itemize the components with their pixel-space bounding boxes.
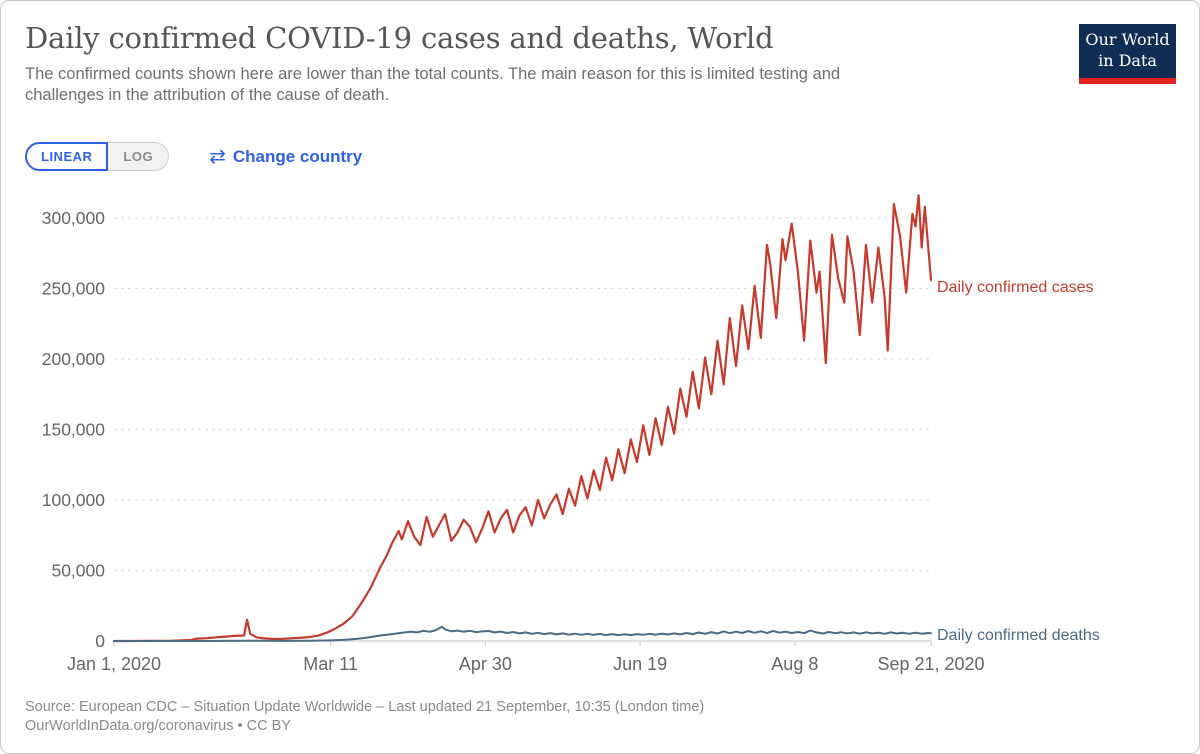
- footer-license-line: OurWorldInData.org/coronavirus • CC BY: [25, 717, 291, 734]
- chart-controls: LINEAR LOG ⇄ Change country: [25, 142, 362, 171]
- svg-text:200,000: 200,000: [42, 349, 106, 369]
- svg-text:Apr 30: Apr 30: [459, 654, 512, 674]
- cases-series-label: Daily confirmed cases: [937, 279, 1094, 296]
- chart-svg[interactable]: 0 50,000 100,000 150,000 200,000 250,000 300,0…: [1, 181, 1200, 701]
- svg-text:0: 0: [95, 631, 105, 651]
- svg-text:Jun 19: Jun 19: [613, 654, 667, 674]
- owid-logo-line-1: Our World: [1085, 30, 1170, 49]
- svg-text:250,000: 250,000: [42, 279, 106, 299]
- change-country-link[interactable]: ⇄ Change country: [209, 147, 362, 167]
- subtitle-line-2: challenges in the attribution of the cau…: [25, 86, 390, 104]
- chart-footer: Source: European CDC – Situation Update …: [25, 698, 704, 735]
- deaths-series-label: Daily confirmed deaths: [937, 627, 1100, 644]
- svg-text:Mar 11: Mar 11: [303, 654, 358, 674]
- scale-toggle: LINEAR LOG: [25, 142, 170, 171]
- footer-source-line: Source: European CDC – Situation Update …: [25, 699, 705, 715]
- linear-scale-button[interactable]: LINEAR: [25, 142, 109, 171]
- svg-text:150,000: 150,000: [42, 420, 106, 440]
- page-subtitle: The confirmed counts shown here are lowe…: [25, 64, 840, 106]
- svg-text:Aug 8: Aug 8: [771, 654, 818, 674]
- page-title: Daily confirmed COVID-19 cases and death…: [25, 21, 774, 55]
- svg-text:Jan 1, 2020: Jan 1, 2020: [67, 654, 161, 674]
- svg-text:Sep 21, 2020: Sep 21, 2020: [877, 654, 984, 674]
- owid-logo[interactable]: Our World in Data: [1079, 24, 1176, 84]
- swap-arrows-icon: ⇄: [209, 145, 226, 168]
- subtitle-line-1: The confirmed counts shown here are lowe…: [25, 65, 841, 83]
- svg-text:100,000: 100,000: [42, 490, 106, 510]
- owid-logo-line-2: in Data: [1098, 51, 1157, 70]
- svg-text:50,000: 50,000: [51, 561, 105, 581]
- change-country-label: Change country: [232, 146, 363, 166]
- log-scale-button[interactable]: LOG: [108, 142, 170, 171]
- svg-text:300,000: 300,000: [42, 208, 106, 228]
